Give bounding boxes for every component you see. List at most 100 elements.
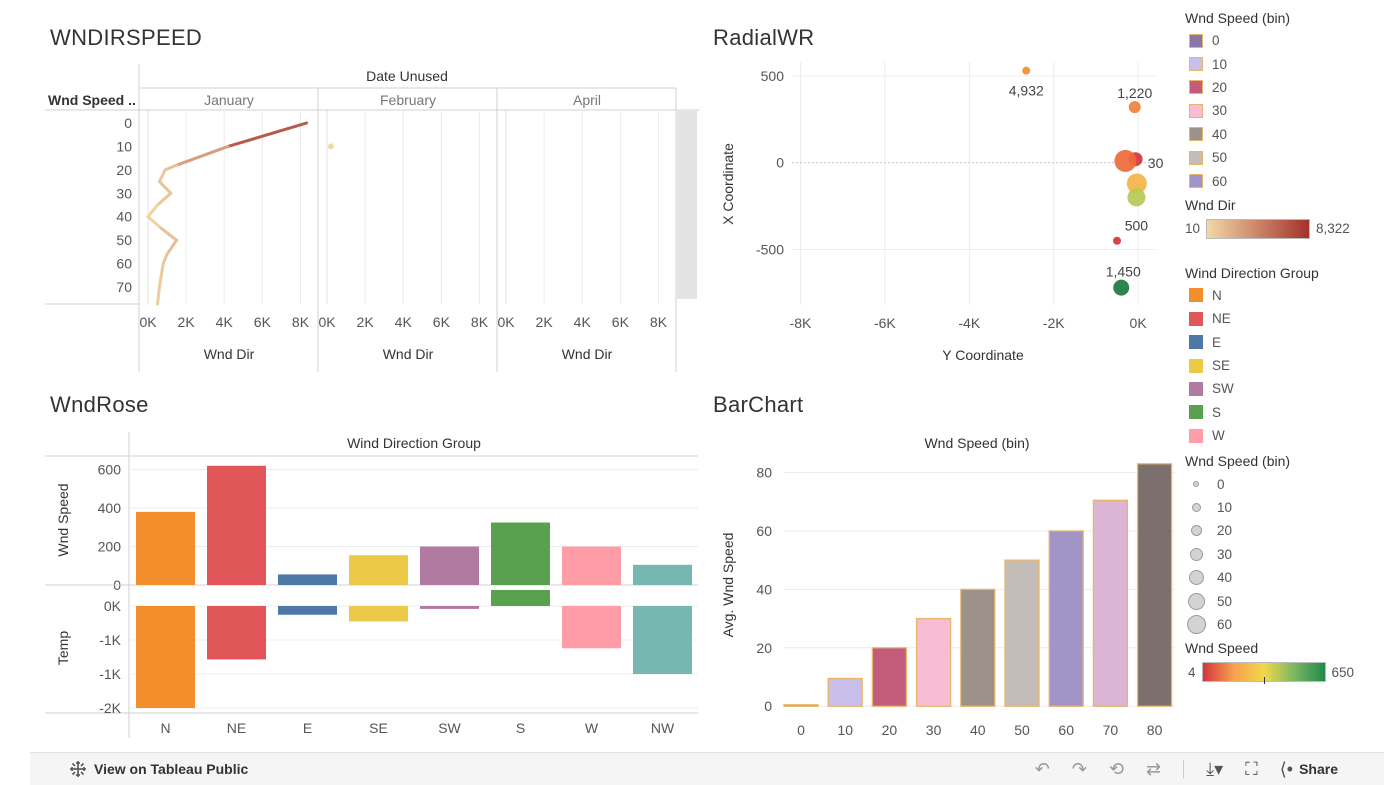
legend-direction-item[interactable]: W [1185, 424, 1380, 447]
legend-speed-bin-item[interactable]: 60 [1185, 169, 1380, 192]
legend-size-circle [1188, 570, 1204, 586]
barchart-title: BarChart [713, 392, 804, 417]
legend-swatch [1189, 150, 1203, 165]
bottom-toolbar: View on Tableau Public ↶ ↷ ⟲ ⇄ ⤓▾ ⛶ ⟨• S… [30, 752, 1384, 785]
x-tick-label: SE [369, 720, 388, 736]
x-tick-label: 10 [837, 722, 853, 738]
legend-speed-size-label: 60 [1217, 617, 1233, 632]
y-tick-label: -500 [756, 241, 784, 257]
legend-speed-size-item[interactable]: 0 [1185, 472, 1380, 495]
legend-size-cell [1185, 615, 1207, 634]
bar[interactable] [783, 704, 819, 707]
x-tick-label: N [160, 720, 170, 736]
x-tick-label: 8K [292, 314, 310, 330]
view-on-tableau-button[interactable]: View on Tableau Public [68, 759, 248, 779]
share-icon: ⟨• [1279, 758, 1294, 779]
view-on-tableau-label: View on Tableau Public [94, 761, 249, 777]
legend-swatch [1189, 80, 1203, 95]
bar[interactable] [960, 588, 996, 707]
legend-speed-bin-item[interactable]: 0 [1185, 29, 1380, 52]
bar[interactable] [1048, 530, 1084, 707]
line-segment [165, 238, 179, 256]
bar[interactable] [1004, 559, 1040, 707]
temp-bar[interactable] [491, 589, 550, 606]
legend-speed-size-item[interactable]: 10 [1185, 496, 1380, 519]
y-axis-label: Avg. Wnd Speed [720, 533, 736, 638]
scrollbar-track[interactable] [677, 111, 697, 299]
legend-speed-bin-item[interactable]: 40 [1185, 123, 1380, 146]
y-tick-label: 0 [776, 155, 784, 171]
temp-bar[interactable] [278, 606, 337, 615]
x-tick-label: -8K [790, 315, 812, 331]
temp-bar[interactable] [349, 606, 408, 622]
legend-swatch [1189, 174, 1203, 189]
fullscreen-icon[interactable]: ⛶ [1245, 758, 1258, 779]
temp-bar[interactable] [136, 606, 195, 708]
redo-icon[interactable]: ↷ [1071, 758, 1087, 779]
download-icon[interactable]: ⤓▾ [1206, 758, 1224, 779]
legend-speed-bin-item[interactable]: 30 [1185, 99, 1380, 122]
legend-speed-size-item[interactable]: 30 [1185, 543, 1380, 566]
legend-direction-item[interactable]: SE [1185, 354, 1380, 377]
legend-size-circle [1190, 525, 1202, 537]
radialwr-chart[interactable]: -8K -6K -4K -2K 0K 500 0 -500 Y Coordinate X Coor… [700, 50, 1180, 380]
x-tick-label: 4K [216, 314, 234, 330]
data-point [1113, 236, 1122, 245]
refresh-icon[interactable]: ⇄ [1146, 758, 1162, 779]
legend-wnd-speed-min: 4 [1188, 664, 1196, 680]
x-tick-label: -4K [958, 315, 980, 331]
legend-wnd-speed-max: 650 [1331, 664, 1355, 680]
legend-speed-bin-item[interactable]: 20 [1185, 76, 1380, 99]
legend-swatch [1189, 103, 1203, 118]
wnd-speed-bar[interactable] [491, 522, 550, 586]
legend-direction-label: N [1212, 287, 1222, 303]
legend-speed-bin-item[interactable]: 10 [1185, 52, 1380, 75]
bar[interactable] [1136, 463, 1173, 707]
bar[interactable] [871, 647, 908, 707]
x-tick-label: 0 [797, 722, 805, 738]
wnd-speed-bar[interactable] [278, 574, 337, 585]
panel-header: January [204, 92, 254, 108]
wndirspeed-chart[interactable]: Date Unused Wnd Speed .. 0 10 20 30 40 50 60 70 Ja… [0, 0, 700, 380]
legend-speed-size-item[interactable]: 60 [1185, 613, 1380, 636]
legend-speed-size-item[interactable]: 50 [1185, 589, 1380, 612]
bar[interactable] [915, 617, 952, 707]
x-tick-label: 8K [650, 314, 668, 330]
legend-direction-item[interactable]: SW [1185, 377, 1380, 400]
temp-bar[interactable] [207, 606, 266, 660]
legend-direction-item[interactable]: NE [1185, 307, 1380, 330]
share-label: Share [1299, 761, 1338, 777]
bar[interactable] [1092, 499, 1129, 707]
legend-speed-bin-label: 30 [1212, 103, 1228, 119]
temp-bar[interactable] [420, 606, 479, 609]
undo-icon[interactable]: ↶ [1034, 758, 1050, 779]
data-point [1114, 149, 1137, 172]
share-button[interactable]: ⟨• Share [1280, 759, 1338, 780]
barchart-chart[interactable]: Wnd Speed (bin) 0 20 40 60 80 Avg. Wnd Speed 0 1… [700, 420, 1180, 750]
y-tick-label: 600 [98, 462, 122, 478]
legend-speed-size-item[interactable]: 40 [1185, 566, 1380, 589]
legend-speed-size-item[interactable]: 20 [1185, 519, 1380, 542]
legend-size-circle [1187, 592, 1205, 610]
wnd-speed-bar[interactable] [349, 555, 408, 585]
wnd-speed-bar[interactable] [207, 465, 266, 585]
temp-bar[interactable] [633, 606, 692, 674]
legend-speed-bin-item[interactable]: 50 [1185, 146, 1380, 169]
wnd-speed-bar[interactable] [562, 546, 621, 585]
wnd-speed-bar[interactable] [136, 511, 195, 585]
wnd-speed-bar[interactable] [420, 546, 479, 585]
bar[interactable] [827, 677, 863, 707]
legend-direction-item[interactable]: S [1185, 401, 1380, 424]
legend-swatch [1189, 405, 1203, 420]
legend-direction-item[interactable]: N [1185, 284, 1380, 307]
revert-icon[interactable]: ⟲ [1108, 758, 1125, 779]
legend-speed-bin-label: 50 [1212, 150, 1228, 166]
legend-size-cell [1185, 592, 1207, 610]
legend-wnd-dir-title: Wnd Dir [1185, 196, 1236, 213]
legend-speed-bin-label: 0 [1212, 33, 1220, 49]
legend-direction-item[interactable]: E [1185, 331, 1380, 354]
temp-bar[interactable] [562, 606, 621, 649]
wnd-speed-bar[interactable] [633, 564, 692, 585]
tableau-logo-icon [70, 761, 86, 777]
